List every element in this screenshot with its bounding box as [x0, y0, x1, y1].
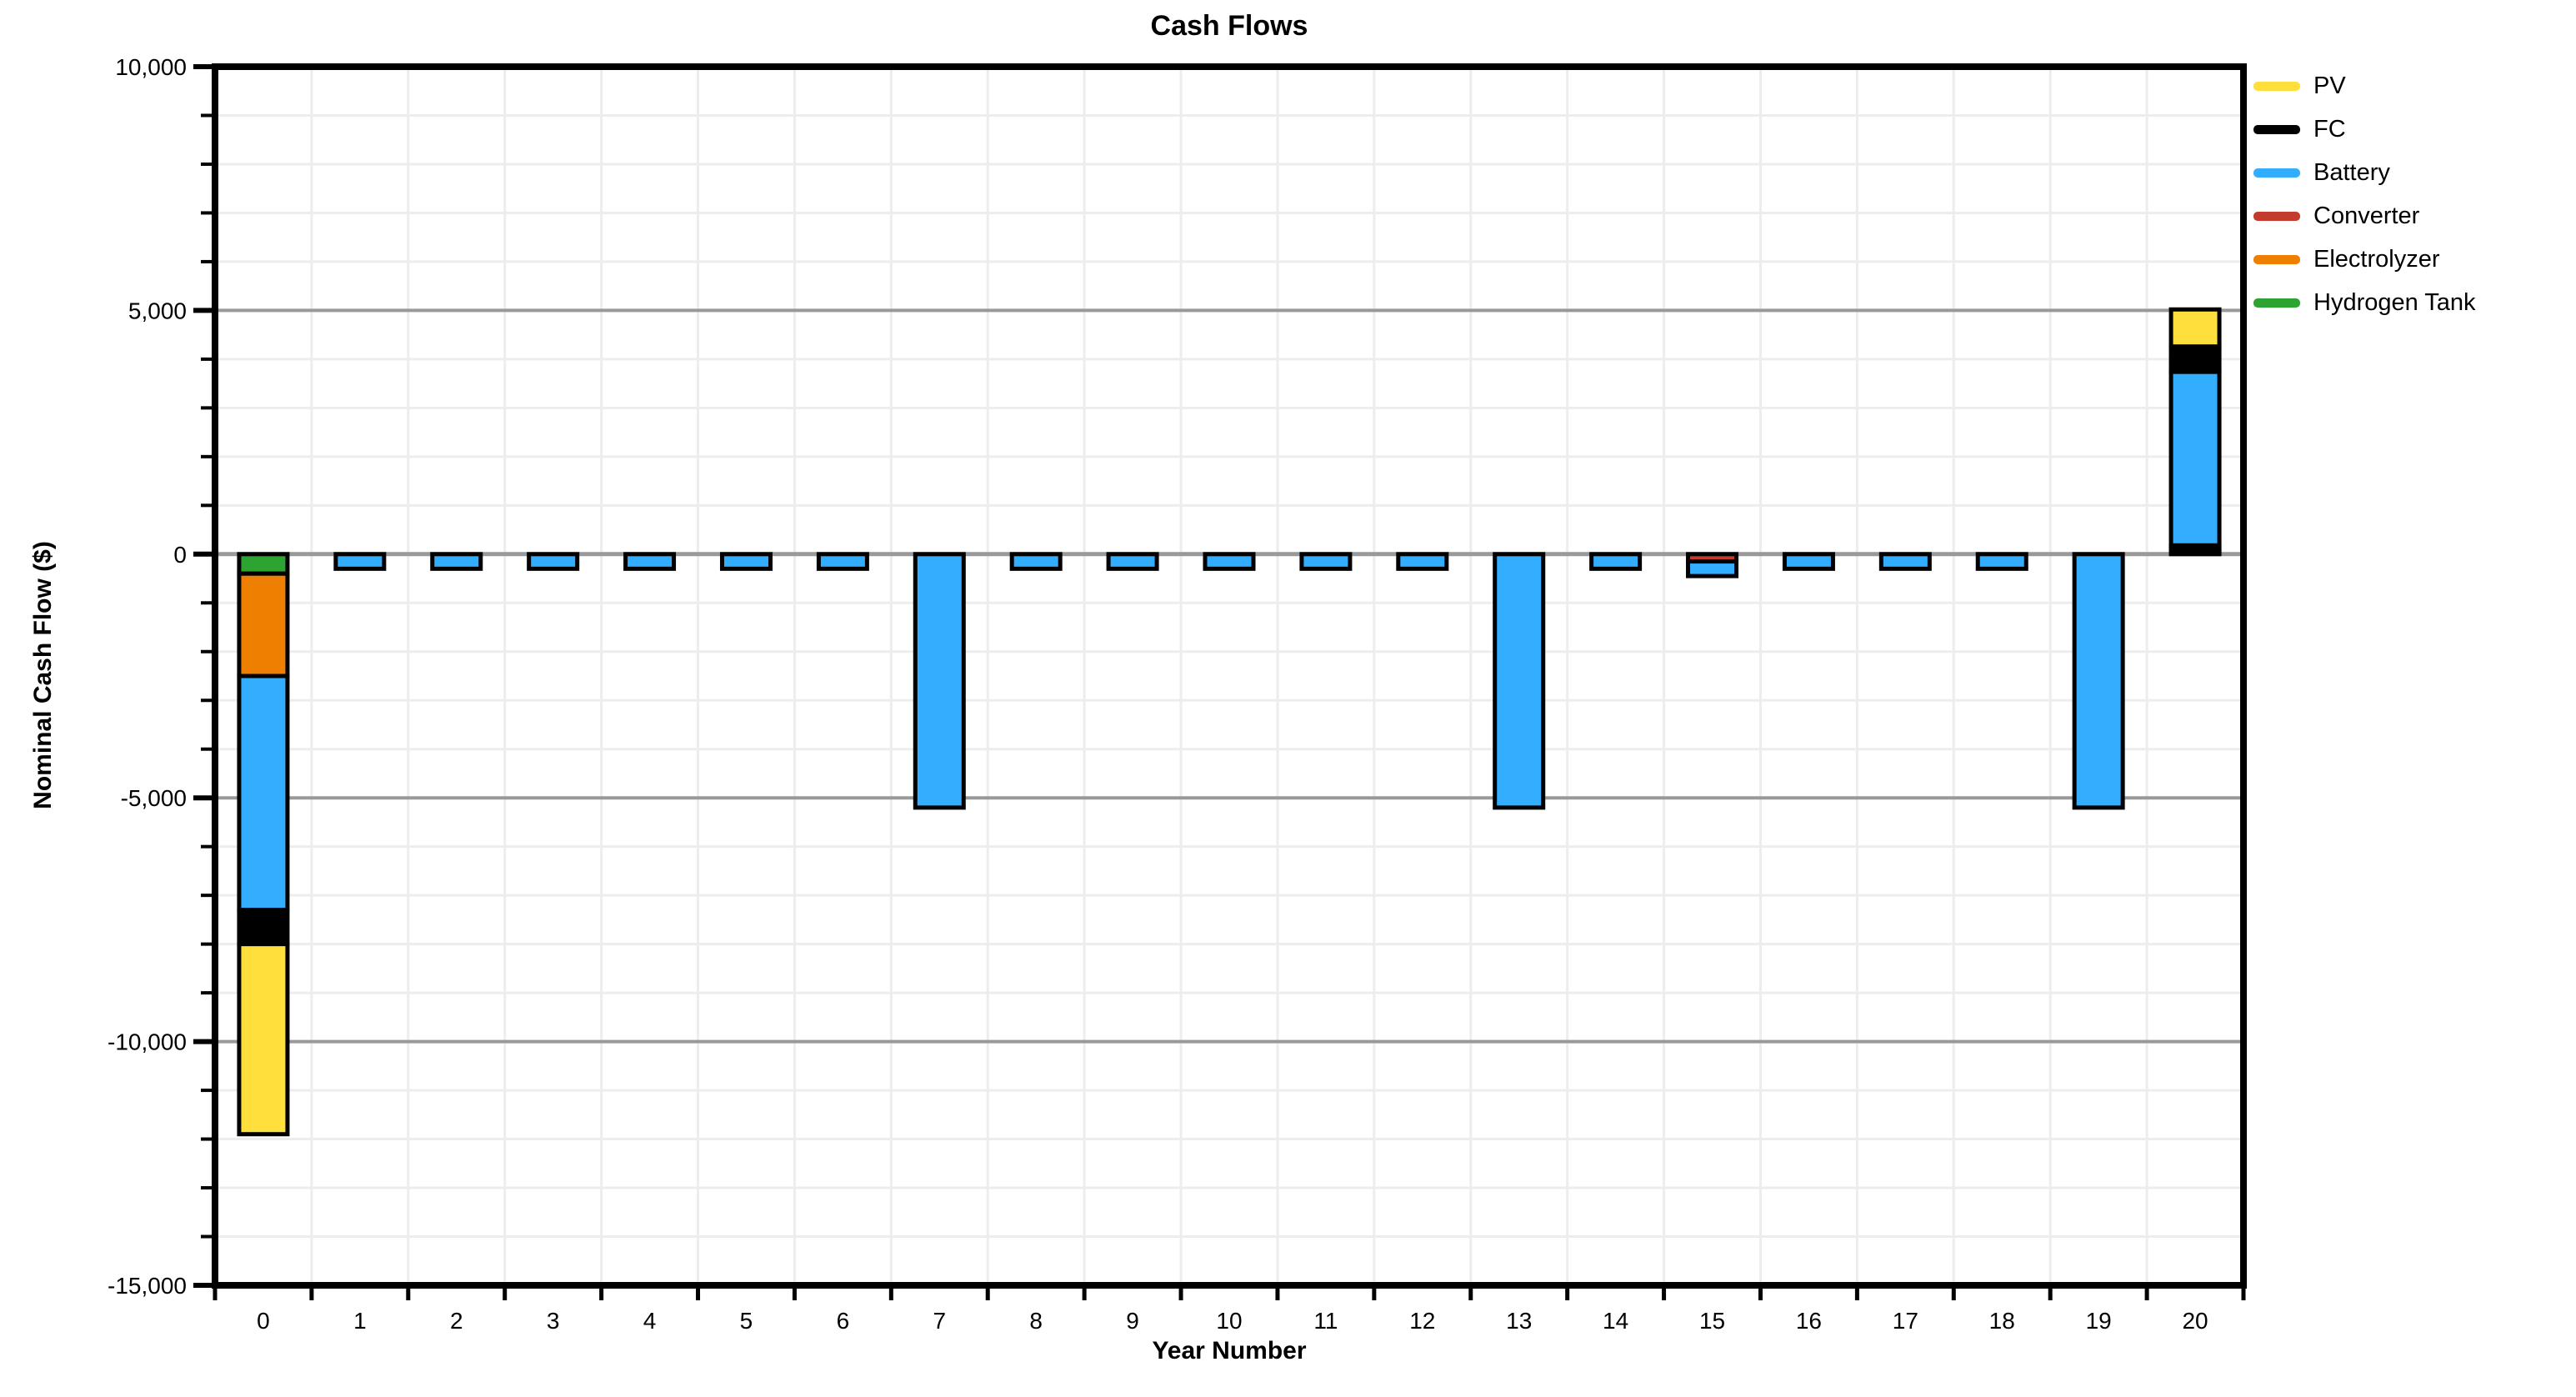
- bar-segment-year-3-battery: [527, 552, 580, 571]
- legend-swatch-electrolyzer: [2253, 254, 2300, 264]
- bar-segment-year-9-battery: [1106, 552, 1159, 571]
- bar-segment-year-13-battery: [1493, 552, 1546, 810]
- x-tick-label: 6: [837, 1308, 850, 1334]
- plot-background: [215, 67, 2243, 1285]
- bar-segment-year-20-fc: [2168, 344, 2222, 374]
- legend-label-converter: Converter: [2313, 202, 2420, 229]
- bar-segment-year-0-electrolyzer: [237, 571, 290, 678]
- y-tick-label: -15,000: [108, 1273, 187, 1299]
- x-tick-label: 5: [740, 1308, 753, 1334]
- y-tick-label: -10,000: [108, 1029, 187, 1055]
- y-tick-label: 10,000: [115, 54, 187, 80]
- bar-segment-year-20-battery: [2168, 369, 2222, 548]
- chart-legend: PV FC Battery Converter Electrolyzer Hydrogen…: [2253, 64, 2476, 324]
- bar-segment-year-7-battery: [913, 552, 966, 810]
- legend-item-electrolyzer: Electrolyzer: [2253, 238, 2476, 281]
- legend-swatch-hydrogen-tank: [2253, 298, 2300, 308]
- bar-segment-year-12-battery: [1396, 552, 1449, 571]
- bar-segment-year-10-battery: [1203, 552, 1256, 571]
- bar-segment-year-15-battery: [1686, 559, 1739, 578]
- x-tick-label: 17: [1893, 1308, 1918, 1334]
- x-tick-label: 10: [1216, 1308, 1242, 1334]
- x-tick-label: 15: [1699, 1308, 1725, 1334]
- x-tick-label: 20: [2182, 1308, 2208, 1334]
- bar-segment-year-4-battery: [623, 552, 677, 571]
- bar-segment-year-16-battery: [1782, 552, 1835, 571]
- legend-item-battery: Battery: [2253, 151, 2476, 194]
- bar-segment-year-0-pv: [237, 942, 290, 1137]
- x-tick-label: 18: [1989, 1308, 2015, 1334]
- legend-swatch-battery: [2253, 168, 2300, 178]
- bar-segment-year-20-pv: [2168, 307, 2222, 349]
- x-tick-label: 13: [1506, 1308, 1532, 1334]
- bar-segment-year-11-battery: [1299, 552, 1353, 571]
- x-tick-label: 3: [547, 1308, 560, 1334]
- legend-label-hydrogen-tank: Hydrogen Tank: [2313, 288, 2476, 316]
- chart-title: Cash Flows: [1150, 10, 1308, 42]
- y-tick-label: 5,000: [128, 298, 187, 323]
- y-axis-title: Nominal Cash Flow ($): [29, 541, 57, 809]
- x-tick-label: 11: [1313, 1308, 1338, 1334]
- x-tick-label: 16: [1796, 1308, 1822, 1334]
- legend-item-hydrogen-tank: Hydrogen Tank: [2253, 281, 2476, 324]
- axis-frame: [212, 63, 2247, 1289]
- legend-swatch-converter: [2253, 211, 2300, 221]
- legend-swatch-fc: [2253, 124, 2300, 134]
- bar-segment-year-14-battery: [1589, 552, 1643, 571]
- bar-segment-year-18-battery: [1975, 552, 2028, 571]
- y-tick-label: -5,000: [121, 785, 187, 811]
- x-tick-label: 19: [2086, 1308, 2112, 1334]
- bar-segment-year-19-battery: [2072, 552, 2125, 810]
- x-tick-label: 12: [1409, 1308, 1435, 1334]
- x-tick-label: 7: [933, 1308, 946, 1334]
- bar-segment-year-5-battery: [719, 552, 773, 571]
- x-tick-label: 14: [1603, 1308, 1628, 1334]
- legend-swatch-pv: [2253, 81, 2300, 91]
- legend-item-pv: PV: [2253, 64, 2476, 108]
- legend-item-fc: FC: [2253, 108, 2476, 151]
- x-tick-label: 1: [353, 1308, 367, 1334]
- legend-label-fc: FC: [2313, 115, 2346, 143]
- bar-segment-year-0-fc: [237, 908, 290, 947]
- x-axis-title: Year Number: [1152, 1337, 1307, 1364]
- x-tick-label: 2: [450, 1308, 463, 1334]
- bar-segment-year-17-battery: [1878, 552, 1932, 571]
- bar-segment-year-6-battery: [816, 552, 869, 571]
- bar-segment-year-2-battery: [430, 552, 483, 571]
- x-tick-label: 4: [643, 1308, 657, 1334]
- legend-label-pv: PV: [2313, 72, 2346, 99]
- y-tick-label: 0: [173, 542, 187, 568]
- legend-label-battery: Battery: [2313, 158, 2390, 186]
- bar-segment-year-0-battery: [237, 673, 290, 913]
- x-tick-label: 9: [1126, 1308, 1139, 1334]
- bar-segment-year-1-battery: [333, 552, 387, 571]
- bar-segment-year-0-hydrogen-tank: [237, 552, 290, 576]
- x-tick-label: 0: [257, 1308, 270, 1334]
- legend-label-electrolyzer: Electrolyzer: [2313, 245, 2440, 273]
- bar-segment-year-8-battery: [1009, 552, 1063, 571]
- x-tick-label: 8: [1029, 1308, 1043, 1334]
- legend-item-converter: Converter: [2253, 194, 2476, 238]
